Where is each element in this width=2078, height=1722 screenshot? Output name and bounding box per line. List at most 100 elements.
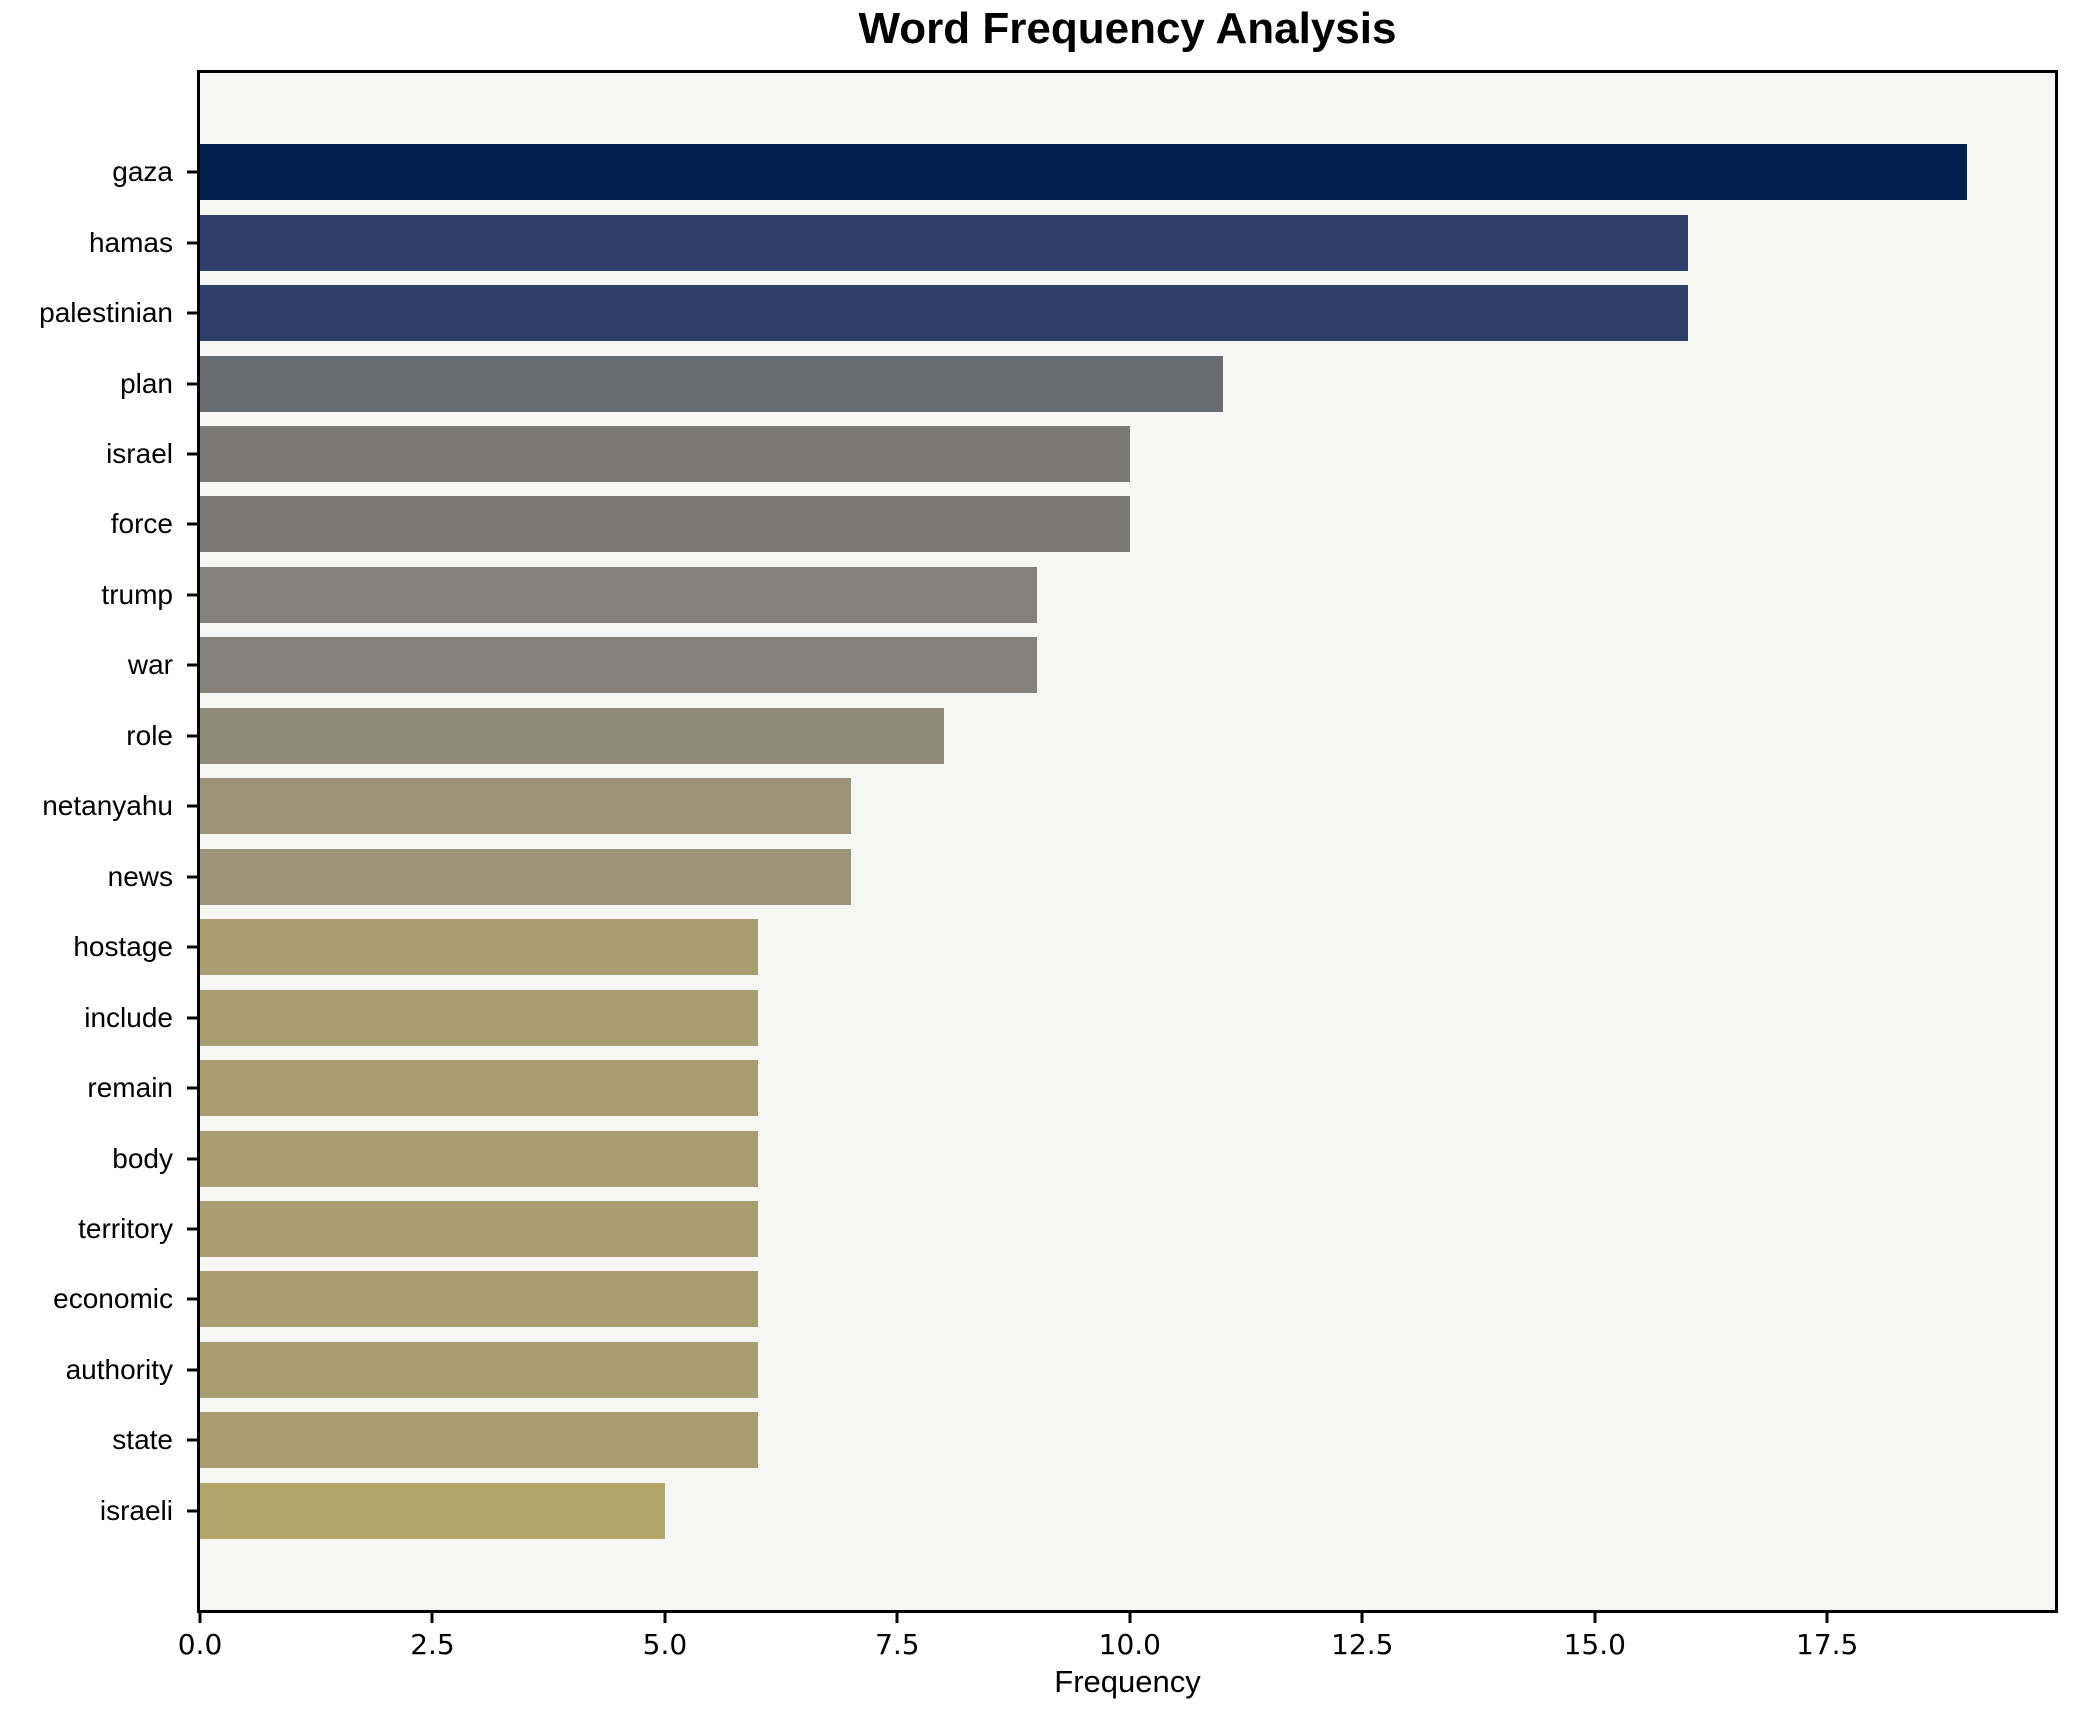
y-tick-mark: [187, 1016, 197, 1020]
x-tick-mark: [1360, 1613, 1364, 1623]
bar-row: trump: [101, 560, 2055, 630]
y-tick-label: role: [126, 719, 173, 751]
y-tick-label: plan: [120, 367, 173, 399]
y-tick-mark: [187, 1509, 197, 1513]
bar: [200, 1412, 758, 1469]
bar: [200, 285, 1688, 342]
x-tick-label: 15.0: [1563, 1628, 1626, 1661]
y-tick-label: territory: [78, 1213, 173, 1245]
y-tick-label: authority: [65, 1353, 173, 1385]
bar: [200, 1271, 758, 1328]
x-tick-mark: [1593, 1613, 1597, 1623]
bar-row: news: [108, 842, 2055, 912]
bar: [200, 496, 1130, 553]
y-tick-mark: [187, 241, 197, 245]
bar: [200, 426, 1130, 483]
y-tick-label: body: [112, 1142, 173, 1174]
x-tick-label: 17.5: [1796, 1628, 1859, 1661]
x-tick-label: 5.0: [642, 1628, 688, 1661]
bar: [200, 778, 851, 835]
y-tick-mark: [187, 663, 197, 667]
bar: [200, 1201, 758, 1258]
y-tick-label: remain: [87, 1072, 173, 1104]
bar: [200, 848, 851, 905]
bar-row: economic: [53, 1264, 2055, 1334]
x-tick-mark: [430, 1613, 434, 1623]
bar-row: israel: [106, 419, 2055, 489]
y-tick-mark: [187, 1227, 197, 1231]
y-tick-mark: [187, 170, 197, 174]
bar-row: territory: [78, 1194, 2055, 1264]
y-tick-label: war: [127, 649, 173, 681]
bar-row: remain: [87, 1053, 2055, 1123]
y-tick-mark: [187, 1438, 197, 1442]
bar: [200, 1130, 758, 1187]
x-tick-mark: [198, 1613, 202, 1623]
y-tick-mark: [187, 311, 197, 315]
bar: [200, 919, 758, 976]
y-tick-label: hamas: [88, 226, 173, 258]
y-tick-label: netanyahu: [42, 790, 173, 822]
bar-row: hamas: [89, 207, 2055, 277]
y-tick-label: palestinian: [39, 297, 173, 329]
plot-area: gaza hamas palestinian plan israel force trump…: [39, 70, 2058, 1661]
bar: [200, 214, 1688, 271]
y-tick-mark: [187, 522, 197, 526]
y-tick-label: israel: [106, 438, 173, 470]
y-tick-mark: [187, 734, 197, 738]
bar: [200, 566, 1037, 623]
x-tick-label: 10.0: [1098, 1628, 1161, 1661]
x-tick-label: 7.5: [875, 1628, 920, 1661]
y-tick-label: include: [84, 1001, 173, 1033]
x-tick-label: 2.5: [410, 1628, 455, 1661]
bars-container: gaza hamas palestinian plan israel force trump…: [39, 73, 2055, 1610]
bar: [200, 1482, 665, 1539]
x-tick-label: 0.0: [177, 1628, 223, 1661]
y-tick-mark: [187, 1297, 197, 1301]
x-tick-mark: [1825, 1613, 1829, 1623]
y-tick-label: gaza: [112, 156, 173, 188]
y-tick-mark: [187, 593, 197, 597]
y-tick-label: state: [112, 1424, 173, 1456]
y-tick-label: economic: [53, 1283, 173, 1315]
x-axis-label: Frequency: [1054, 1664, 1201, 1699]
y-tick-label: israeli: [99, 1494, 173, 1526]
x-tick-mark: [895, 1613, 899, 1623]
bar-row: plan: [120, 348, 2055, 418]
x-tick-mark: [663, 1613, 667, 1623]
bar-row: authority: [66, 1335, 2055, 1405]
bar-row: force: [111, 489, 2055, 559]
bar-row: body: [112, 1123, 2055, 1193]
y-tick-label: hostage: [73, 931, 173, 963]
y-tick-mark: [187, 382, 197, 386]
y-tick-mark: [187, 875, 197, 879]
y-tick-mark: [187, 1368, 197, 1372]
bar: [200, 355, 1223, 412]
bar: [200, 144, 1967, 201]
bar-row: israeli: [100, 1476, 2055, 1546]
bar-row: palestinian: [39, 278, 2055, 348]
y-tick-mark: [187, 452, 197, 456]
bar: [200, 707, 944, 764]
bar-row: include: [84, 982, 2055, 1052]
y-tick-mark: [187, 1086, 197, 1090]
x-tick-label: 12.5: [1331, 1628, 1394, 1661]
bar: [200, 637, 1037, 694]
y-tick-mark: [187, 804, 197, 808]
bar: [200, 989, 758, 1046]
y-tick-mark: [187, 945, 197, 949]
y-tick-label: trump: [101, 578, 173, 610]
y-tick-label: news: [107, 860, 173, 892]
y-tick-mark: [187, 1157, 197, 1161]
bar-row: netanyahu: [42, 771, 2055, 841]
bar: [200, 1060, 758, 1117]
bar-row: role: [126, 701, 2055, 771]
bar-row: hostage: [73, 912, 2055, 982]
x-tick-mark: [1128, 1613, 1132, 1623]
bar-row: war: [128, 630, 2055, 700]
bar-row: gaza: [112, 137, 2055, 207]
bar: [200, 1341, 758, 1398]
bar-row: state: [112, 1405, 2055, 1475]
y-tick-label: force: [110, 508, 173, 540]
